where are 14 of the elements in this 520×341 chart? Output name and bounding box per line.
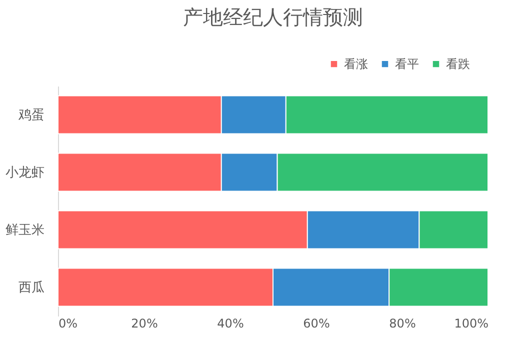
x-tick-label: 80% <box>389 316 416 330</box>
y-tick-label: 鸡蛋 <box>18 108 44 123</box>
y-tick-label: 小龙虾 <box>6 165 44 180</box>
legend-label: 看涨 <box>344 57 368 72</box>
x-tick-label: 100% <box>454 316 488 330</box>
x-tick-label: 20% <box>131 316 158 330</box>
chart-title: 产地经纪人行情预测 <box>183 5 363 29</box>
x-tick-label: 0% <box>58 316 78 330</box>
legend-label: 看平 <box>395 57 419 72</box>
legend-label: 看跌 <box>446 57 470 72</box>
x-tick-label: 60% <box>303 316 330 330</box>
x-tick-label: 40% <box>217 316 244 330</box>
y-tick-label: 西瓜 <box>18 280 44 296</box>
y-tick-label: 鲜玉米 <box>6 222 44 238</box>
